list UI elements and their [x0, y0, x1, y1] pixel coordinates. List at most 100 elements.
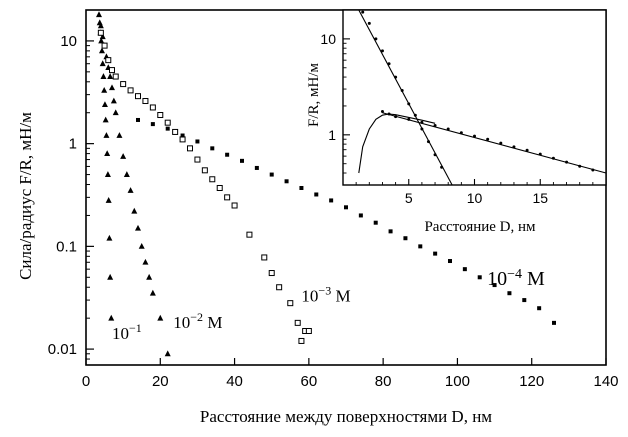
main-series-1-point: [101, 86, 108, 93]
series-label-unit: М: [331, 287, 350, 306]
main-series-4-point: [240, 158, 244, 163]
inset-series-1-point: [426, 140, 430, 144]
main-series-4-point: [329, 198, 334, 203]
inset-series-2-point: [433, 124, 437, 128]
main-y-tick-label: 1: [69, 136, 77, 153]
main-series-2-point: [131, 207, 138, 214]
main-series-2-point: [127, 187, 134, 193]
inset-series-2-point: [446, 127, 450, 131]
main-series-3-point: [105, 57, 112, 64]
main-x-tick-label: 80: [375, 373, 392, 390]
main-series-2-point: [164, 350, 171, 357]
main-series-4-point: [269, 172, 274, 177]
main-series-4-point: [210, 146, 215, 151]
inset-series-1-point: [420, 127, 424, 131]
main-series-4-point: [433, 251, 438, 256]
main-series-2-point: [142, 258, 149, 265]
series-labels: 10−1 10−2 М10−3 М10−4 М: [112, 267, 545, 343]
main-series-1-point: [101, 101, 108, 107]
main-series-3-point: [101, 42, 108, 49]
inset-series-2-point: [380, 110, 384, 114]
main-series-3-point: [298, 337, 305, 344]
main-x-tick-label: 100: [445, 373, 470, 390]
main-series-3-point: [157, 112, 164, 119]
series-label-3: 10−3 М: [301, 284, 350, 306]
main-series-2-point: [157, 314, 164, 321]
series-label-unit: М: [522, 268, 545, 290]
main-x-tick-label: 120: [519, 373, 544, 390]
main-series-2-point: [146, 273, 153, 280]
main-series-4-point: [403, 236, 408, 241]
inset-series-1-point: [413, 113, 417, 117]
inset-series-2-point: [459, 131, 463, 135]
inset-series-2-point: [525, 148, 529, 152]
inset-series-2-point: [538, 152, 542, 156]
inset-x-tick-label: 15: [532, 190, 548, 206]
main-x-tick-label: 0: [82, 373, 90, 390]
series-label-exponent: −4: [507, 267, 522, 282]
main-series-4-point: [254, 165, 259, 170]
main-series-1-point: [98, 37, 105, 44]
inset-series-1-point: [374, 37, 378, 41]
main-series-4-point: [507, 291, 512, 296]
main-series-2-point: [99, 33, 106, 40]
main-series-2-point: [116, 132, 123, 138]
main-series-3-point: [127, 87, 134, 94]
main-series-1-point: [104, 171, 111, 177]
inset-y-axis-title: F/R, мН/м: [306, 62, 322, 127]
main-x-tick-label: 20: [152, 373, 169, 390]
main-series-3-point: [305, 327, 312, 334]
main-series-3-point: [120, 81, 127, 88]
series-label-base: 10: [173, 313, 190, 332]
inset-x-ticks: 5 10 15: [355, 179, 594, 206]
inset-series-2-point: [407, 117, 411, 121]
series-label-base: 10: [301, 287, 318, 306]
inset-series-2-point: [473, 134, 476, 138]
main-series-4-point: [180, 133, 185, 138]
main-series-2-point: [135, 224, 141, 231]
main-series-1-point: [107, 273, 114, 280]
main-series-4-point: [537, 306, 542, 311]
main-series-1-point: [104, 150, 111, 156]
inset-chart: 5 10 15 1 10 Расстояние D, нм F/R, мН/м: [306, 9, 607, 235]
inset-series-2-point: [591, 168, 595, 172]
main-series-3-point: [201, 167, 208, 174]
main-series-4-point: [150, 122, 155, 127]
main-series-1-point: [99, 60, 106, 67]
main-series-1-point: [105, 197, 112, 203]
main-series-3-point: [276, 284, 283, 291]
main-series-4-point: [552, 320, 556, 325]
main-series-2-point: [120, 153, 127, 159]
main-series-1-point: [108, 314, 115, 321]
inset-series-1-point: [400, 88, 404, 92]
inset-series-2-point: [512, 145, 516, 149]
main-series-3-point: [287, 300, 294, 307]
main-series-3-point: [231, 202, 238, 209]
series-label-base: 10: [112, 324, 129, 343]
inset-series-2-point: [387, 112, 391, 116]
main-series-4-point: [314, 192, 319, 197]
inset-series-1-point: [380, 49, 384, 53]
main-series-3-point: [194, 156, 201, 163]
main-series-3-point: [246, 231, 253, 238]
main-series-3-point: [209, 176, 216, 183]
main-series-4-point: [448, 259, 452, 264]
main-series-3-point: [294, 319, 301, 326]
main-series-1-point: [100, 73, 107, 79]
main-series-3-point: [142, 98, 149, 105]
inset-series-1-point: [440, 165, 444, 169]
main-series-3-point: [179, 136, 186, 143]
main-y-ticks: 0.01 0.1 1 10: [48, 9, 94, 366]
main-x-tick-label: 140: [593, 373, 618, 390]
main-series-4-point: [165, 126, 170, 131]
inset-x-axis-title: Расстояние D, нм: [424, 219, 536, 235]
main-series-2-point: [109, 84, 115, 91]
main-series-1-point: [96, 19, 103, 26]
main-x-axis-title: Расстояние между поверхностями D, нм: [200, 407, 492, 426]
main-series-3-point: [187, 145, 193, 152]
main-series-3-point: [268, 270, 275, 277]
main-x-tick-label: 60: [301, 373, 318, 390]
inset-series-2-point: [565, 160, 569, 164]
main-series-4-point: [225, 152, 230, 157]
